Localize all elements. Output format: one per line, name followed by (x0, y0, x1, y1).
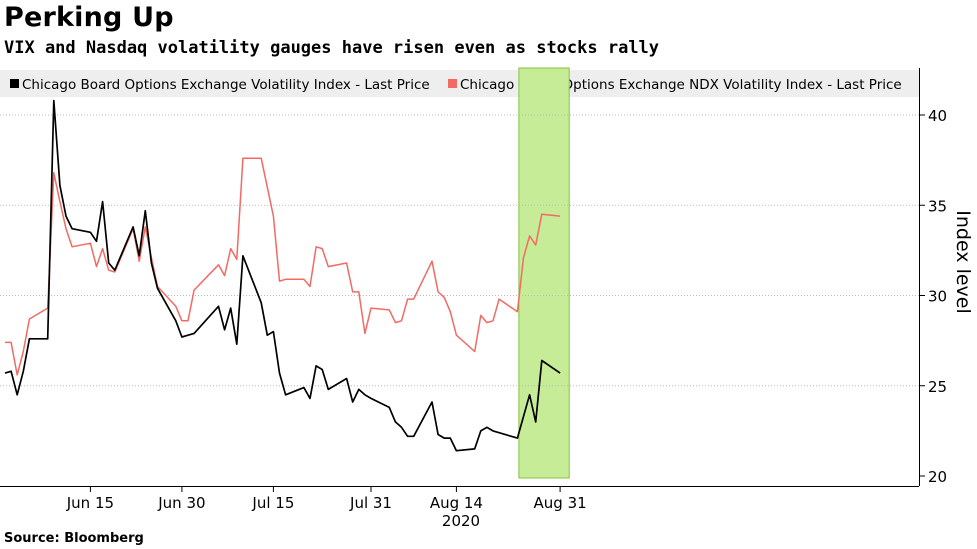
y-tick-label: 20 (928, 468, 947, 486)
series-line-ndx (5, 157, 561, 376)
x-axis-year-label: 2020 (442, 512, 480, 530)
legend-swatch-ndx (448, 79, 457, 88)
chart-title: Perking Up (4, 2, 174, 33)
legend-swatch-vix (10, 79, 19, 88)
x-tick-label: Aug 14 (430, 494, 483, 512)
highlight-box (518, 67, 570, 479)
x-tick-label: Jul 31 (349, 494, 392, 512)
x-tick-label: Jul 15 (251, 494, 294, 512)
legend-background (0, 70, 919, 97)
y-tick-label: 30 (928, 288, 947, 306)
y-axis-label: Index level (952, 210, 974, 314)
x-tick-label: Jun 30 (157, 494, 205, 512)
y-tick-label: 40 (928, 107, 947, 125)
source-note: Source: Bloomberg (4, 531, 144, 546)
series-line-vix (4, 99, 561, 452)
y-tick-label: 35 (928, 197, 947, 215)
legend-label-ndx: Chicago Board Options Exchange NDX Volat… (460, 77, 902, 93)
chart-subtitle: VIX and Nasdaq volatility gauges have ri… (4, 38, 660, 58)
legend-label-vix: Chicago Board Options Exchange Volatilit… (22, 77, 430, 93)
x-tick-label: Aug 31 (534, 494, 587, 512)
x-tick-label: Jun 15 (66, 494, 114, 512)
y-tick-label: 25 (928, 378, 947, 396)
